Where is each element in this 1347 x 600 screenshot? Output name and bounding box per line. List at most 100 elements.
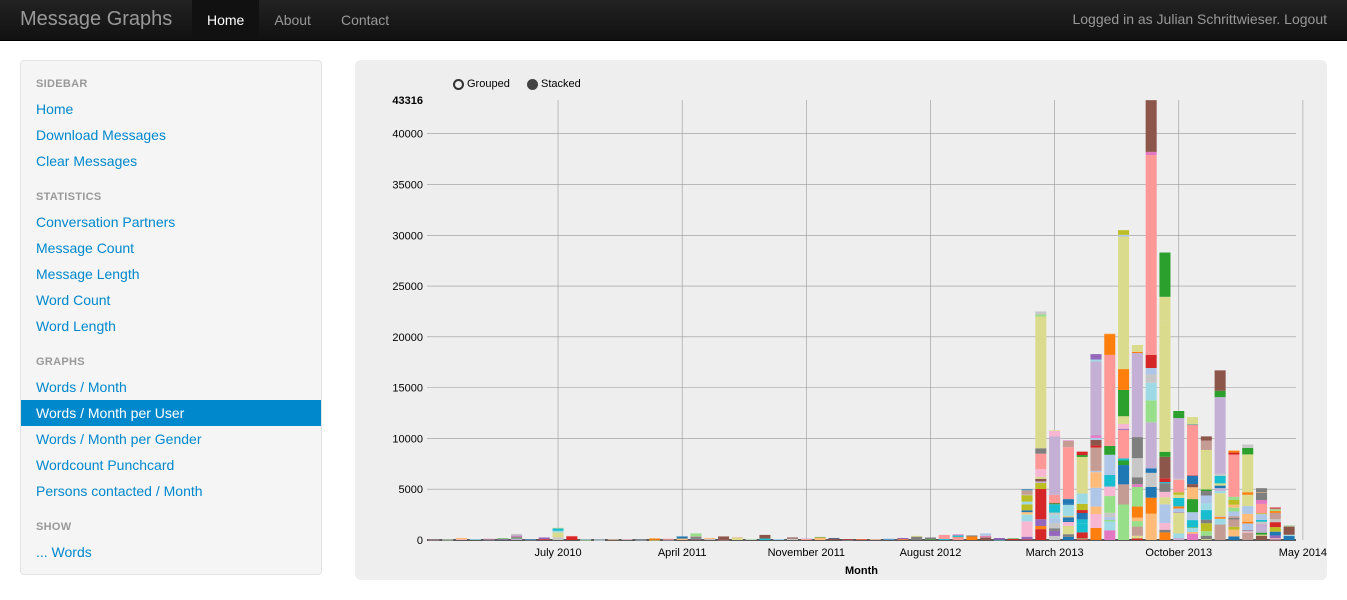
bar-segment [1131,506,1143,518]
bar-segment [455,537,468,540]
grouped-option[interactable]: Grouped [453,78,510,90]
sidebar-item-words-month[interactable]: Words / Month [36,379,127,395]
bar-segment [911,535,923,537]
bar-segment [731,537,743,540]
grouped-radio-icon[interactable] [453,78,464,90]
bar-segment [952,536,964,538]
sidebar-item-home[interactable]: Home [36,101,74,117]
nav-item-contact[interactable]: Contact [340,12,390,28]
sidebar-item-download-messages[interactable]: Download Messages [36,127,166,143]
bar-segment [1104,454,1116,476]
bar-segment [621,539,633,541]
nav-item-home[interactable]: Home [192,0,260,40]
x-tick-label: July 2010 [534,547,581,559]
sidebar-header-statistics: STATISTICS [36,191,102,203]
bar-segment [800,538,812,540]
bar-segment [662,538,674,540]
bar-segment [1049,514,1061,519]
bar-segment [1283,525,1295,527]
bar-segment [1255,492,1268,493]
bar-segment [1187,512,1199,521]
bar-segment [1131,437,1143,459]
bar-segment [1035,489,1047,520]
bar-segment [1228,511,1240,517]
bar-segment [1173,537,1185,540]
nav-item-about[interactable]: About [274,12,311,28]
bar-segment [1145,354,1157,369]
bar-segment [1269,539,1281,541]
sidebar-item-message-length[interactable]: Message Length [36,266,140,282]
sidebar-item-clear-messages[interactable]: Clear Messages [36,153,138,169]
bar-segment [552,528,564,531]
bar-segment [1104,333,1116,335]
bar-segment [1242,506,1254,514]
bar-segment [1118,416,1130,424]
stacked-option[interactable]: Stacked [527,78,581,90]
bar-segment [1118,236,1130,370]
bar-segment [1076,539,1088,540]
bar-segment [1200,503,1212,511]
bar-segment [980,533,992,536]
bar-segment [483,538,495,540]
bar-segment [1228,499,1240,505]
sidebar-item-message-count[interactable]: Message Count [36,240,135,256]
bar-segment [1104,517,1116,520]
bar-segment [566,535,578,537]
bar-segment [1076,456,1088,494]
bar-segment [1035,526,1047,530]
bar-segment [1145,382,1157,401]
sidebar-item-word-length[interactable]: Word Length [36,318,116,334]
bar-segment [1228,519,1240,527]
y-tick-label: 20000 [392,332,423,344]
stacked-label: Stacked [541,78,581,90]
sidebar-item-wordcount-punchcard[interactable]: Wordcount Punchcard [36,457,175,473]
bar-segment [1187,520,1199,528]
bar-segment [1145,513,1157,540]
bar-segment [690,539,702,540]
bar-segment [511,538,523,540]
bar-segment [718,539,730,541]
bar-segment [1173,478,1185,480]
x-tick-label: March 2013 [1026,547,1084,559]
bar-segment [842,539,854,540]
bar-segment [1187,499,1199,513]
bar-segment [1242,530,1254,532]
bar-segment [1255,521,1268,525]
bar-segment [897,537,909,540]
sidebar-item-conversation-partners[interactable]: Conversation Partners [36,214,176,230]
bar-segment [1049,502,1061,504]
bar-segment [1035,476,1047,479]
bar-segment [1214,473,1226,476]
bar-segment [1269,512,1281,520]
x-tick-label: May 2014 [1279,547,1327,559]
bar-segment [1062,447,1074,500]
x-tick-label: October 2013 [1145,547,1212,559]
bar-segment [1269,511,1281,513]
sidebar-item-words[interactable]: ... Words [36,544,92,560]
logout-link[interactable]: Logout [1284,11,1327,27]
stacked-radio-icon[interactable] [527,78,538,90]
bar-segment [1145,374,1157,383]
bar-segment [469,539,481,540]
sidebar-item-words-month-per-gender[interactable]: Words / Month per Gender [36,431,202,447]
bar-segment [1159,482,1171,484]
bar-segment [1118,389,1130,417]
bar-segment [1062,525,1074,535]
bar-segment [911,536,923,540]
y-max-label: 43316 [392,95,423,107]
bar-segment [869,538,881,540]
bar-segment [1173,492,1185,495]
bar-segment [1173,418,1185,479]
bar-segment [1104,521,1116,526]
sidebar-item-words-month-per-user[interactable]: Words / Month per User [21,400,321,426]
sidebar-item-persons-contacted-month[interactable]: Persons contacted / Month [36,483,203,499]
bar-segment [442,539,454,540]
bar-segment [1035,453,1047,470]
brand-logo[interactable]: Message Graphs [20,8,173,30]
sidebar-item-word-count[interactable]: Word Count [36,292,111,308]
bar-segment [593,539,605,541]
bar-segment [1242,521,1254,524]
bar-segment [1228,504,1240,508]
bar-segment [1118,504,1130,540]
bar-segment [1228,452,1240,455]
